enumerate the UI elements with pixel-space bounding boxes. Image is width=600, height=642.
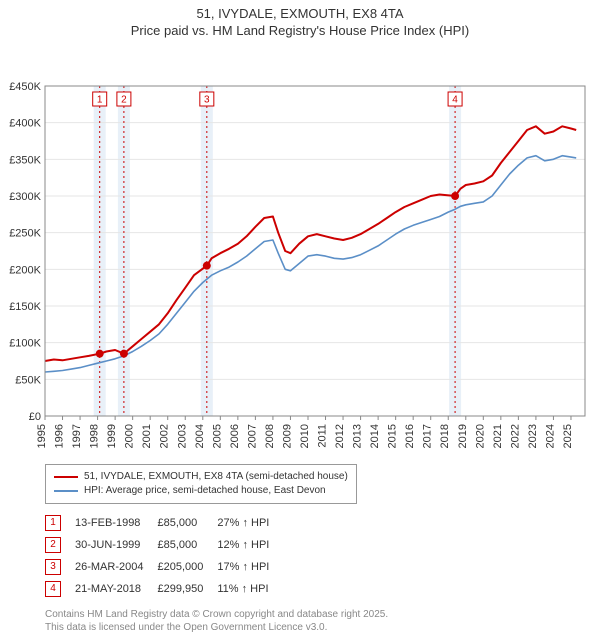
sales-table: 1 13-FEB-1998£85,00027% ↑ HPI 2 30-JUN-1999… <box>45 512 283 600</box>
svg-text:£0: £0 <box>29 411 41 423</box>
svg-text:1996: 1996 <box>54 424 66 448</box>
svg-text:1998: 1998 <box>89 424 101 448</box>
svg-text:1997: 1997 <box>71 424 83 448</box>
svg-text:2021: 2021 <box>492 424 504 448</box>
svg-text:2012: 2012 <box>334 424 346 448</box>
sale-date: 30-JUN-1999 <box>75 534 157 556</box>
svg-text:1995: 1995 <box>36 424 48 448</box>
svg-text:£150K: £150K <box>9 301 41 313</box>
svg-text:4: 4 <box>452 95 458 106</box>
svg-text:2003: 2003 <box>176 424 188 448</box>
footer-note: Contains HM Land Registry data © Crown c… <box>45 608 585 642</box>
sale-marker <box>120 350 128 358</box>
sale-date: 13-FEB-1998 <box>75 512 157 534</box>
price-chart: £0 £50K £100K £150K £200K £250K £300K £350K £400… <box>0 38 600 458</box>
sale-delta: 17% ↑ HPI <box>217 556 283 578</box>
legend-item-property: 51, IVYDALE, EXMOUTH, EX8 4TA (semi-deta… <box>54 470 348 484</box>
svg-text:3: 3 <box>204 95 210 106</box>
legend-item-hpi: HPI: Average price, semi-detached house,… <box>54 484 348 498</box>
sale-number-box: 1 <box>45 515 61 531</box>
svg-text:£350K: £350K <box>9 154 41 166</box>
sale-marker <box>96 350 104 358</box>
title-line1: 51, IVYDALE, EXMOUTH, EX8 4TA <box>0 6 600 21</box>
sale-delta: 11% ↑ HPI <box>217 578 283 600</box>
chart-container: 51, IVYDALE, EXMOUTH, EX8 4TA Price paid… <box>0 0 600 642</box>
svg-text:2011: 2011 <box>317 424 329 448</box>
svg-text:£300K: £300K <box>9 191 41 203</box>
sale-number-box: 3 <box>45 559 61 575</box>
svg-text:2001: 2001 <box>141 424 153 448</box>
title-block: 51, IVYDALE, EXMOUTH, EX8 4TA Price paid… <box>0 0 600 38</box>
svg-text:£50K: £50K <box>15 374 41 386</box>
svg-text:2013: 2013 <box>352 424 364 448</box>
svg-text:2007: 2007 <box>246 424 258 448</box>
sales-row: 1 13-FEB-1998£85,00027% ↑ HPI <box>45 512 283 534</box>
sales-row: 3 26-MAR-2004£205,00017% ↑ HPI <box>45 556 283 578</box>
svg-text:2023: 2023 <box>527 424 539 448</box>
sale-marker <box>203 262 211 270</box>
legend-swatch <box>54 490 78 492</box>
title-line2: Price paid vs. HM Land Registry's House … <box>0 23 600 38</box>
footer-line2: This data is licensed under the Open Gov… <box>45 621 585 634</box>
legend-label: 51, IVYDALE, EXMOUTH, EX8 4TA (semi-deta… <box>84 470 348 484</box>
svg-text:£200K: £200K <box>9 264 41 276</box>
svg-text:2: 2 <box>121 95 127 106</box>
sale-price: £299,950 <box>157 578 217 600</box>
svg-text:£400K: £400K <box>9 118 41 130</box>
svg-text:2015: 2015 <box>387 424 399 448</box>
svg-text:2005: 2005 <box>211 424 223 448</box>
svg-text:2008: 2008 <box>264 424 276 448</box>
svg-text:2018: 2018 <box>439 424 451 448</box>
sale-number-box: 4 <box>45 581 61 597</box>
sales-row: 4 21-MAY-2018£299,95011% ↑ HPI <box>45 578 283 600</box>
svg-text:2010: 2010 <box>299 424 311 448</box>
legend: 51, IVYDALE, EXMOUTH, EX8 4TA (semi-deta… <box>45 464 357 504</box>
sale-price: £205,000 <box>157 556 217 578</box>
sales-row: 2 30-JUN-1999£85,00012% ↑ HPI <box>45 534 283 556</box>
svg-text:2002: 2002 <box>159 424 171 448</box>
sale-delta: 12% ↑ HPI <box>217 534 283 556</box>
svg-text:1999: 1999 <box>106 424 118 448</box>
svg-text:£100K: £100K <box>9 338 41 350</box>
svg-text:2025: 2025 <box>562 424 574 448</box>
svg-text:2016: 2016 <box>404 424 416 448</box>
sale-date: 21-MAY-2018 <box>75 578 157 600</box>
sale-date: 26-MAR-2004 <box>75 556 157 578</box>
svg-text:2006: 2006 <box>229 424 241 448</box>
svg-text:2004: 2004 <box>194 424 206 448</box>
sale-price: £85,000 <box>157 534 217 556</box>
svg-text:2009: 2009 <box>281 424 293 448</box>
svg-text:2024: 2024 <box>544 424 556 448</box>
sale-price: £85,000 <box>157 512 217 534</box>
sale-number-box: 2 <box>45 537 61 553</box>
svg-text:2022: 2022 <box>509 424 521 448</box>
sale-marker <box>451 192 459 200</box>
svg-text:2000: 2000 <box>124 424 136 448</box>
svg-text:£450K: £450K <box>9 81 41 93</box>
svg-text:2019: 2019 <box>457 424 469 448</box>
svg-text:2017: 2017 <box>422 424 434 448</box>
svg-text:2014: 2014 <box>369 424 381 448</box>
legend-label: HPI: Average price, semi-detached house,… <box>84 484 326 498</box>
legend-swatch <box>54 476 78 478</box>
svg-text:£250K: £250K <box>9 228 41 240</box>
svg-text:2020: 2020 <box>474 424 486 448</box>
sale-delta: 27% ↑ HPI <box>217 512 283 534</box>
footer-line1: Contains HM Land Registry data © Crown c… <box>45 608 585 621</box>
svg-text:1: 1 <box>97 95 103 106</box>
